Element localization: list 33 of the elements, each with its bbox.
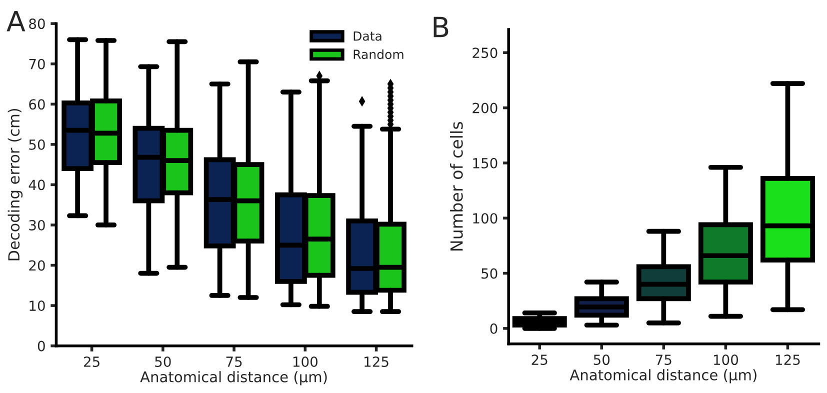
x-tick-label: 50 (594, 354, 610, 366)
x-tick-label: 125 (776, 354, 800, 366)
x-tick-label: 75 (226, 356, 242, 368)
y-tick-label: 80 (29, 18, 45, 30)
x-tick-label: 100 (714, 354, 738, 366)
x-tick-label: 125 (364, 356, 388, 368)
y-axis-title: Number of cells (450, 122, 463, 251)
chart-title: B (434, 16, 448, 38)
chart-title: A (6, 10, 26, 32)
y-tick-label: 100 (473, 213, 498, 224)
y-tick-label: 10 (30, 300, 45, 312)
y-axis-title: Decoding error (cm) (8, 108, 23, 260)
y-tick-label: 150 (473, 158, 498, 168)
y-tick-label: 70 (29, 58, 45, 70)
y-tick-label: 30 (29, 220, 45, 230)
x-axis-title: Anatomical distance (µm) (570, 369, 756, 384)
y-tick-label: 60 (29, 99, 45, 110)
y-tick-label: 50 (29, 139, 45, 150)
x-tick-label: 25 (532, 354, 548, 366)
legend-label: Random (354, 49, 404, 60)
y-tick-label: 50 (482, 268, 498, 279)
y-tick-label: 0 (38, 340, 45, 352)
x-tick-label: 50 (155, 356, 171, 368)
y-tick-label: 200 (472, 102, 498, 114)
y-tick-label: 40 (28, 180, 45, 190)
x-tick-label: 25 (84, 356, 100, 368)
x-axis-title: Anatomical distance (µm) (140, 371, 327, 386)
x-tick-label: 75 (656, 354, 672, 366)
legend-label: Data (354, 31, 382, 41)
x-tick-label: 100 (293, 356, 318, 368)
y-tick-label: 250 (472, 48, 498, 58)
y-tick-label: 0 (490, 323, 498, 334)
y-tick-label: 20 (29, 260, 45, 271)
